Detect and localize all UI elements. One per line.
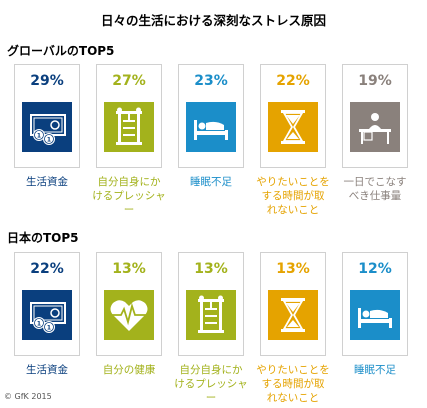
stress-card: 13% <box>260 252 326 356</box>
category-label: 自分自身にか けるプレッシャー <box>174 364 248 404</box>
torture-rack-icon <box>186 290 236 340</box>
stress-card: 22% <box>260 64 326 168</box>
section-title-japan: 日本のTOP5 <box>7 231 79 245</box>
category-label: 睡眠不足 <box>354 364 396 376</box>
category-label: 一日でこなす べき仕事量 <box>343 176 407 202</box>
category-label: 生活資金 <box>26 364 68 376</box>
category-label: 自分自身にか けるプレッシャー <box>92 176 166 216</box>
category-label: 生活資金 <box>26 176 68 188</box>
category-label: やりたいことを する時間が取 れないこと <box>256 176 330 216</box>
money-icon: 1 1 <box>22 290 72 340</box>
percent-label: 12% <box>358 261 392 277</box>
percent-label: 19% <box>358 73 392 89</box>
percent-label: 13% <box>276 261 310 277</box>
category-label: 自分の健康 <box>102 364 156 376</box>
percent-label: 27% <box>112 73 146 89</box>
heartbeat-icon <box>104 290 154 340</box>
stress-card: 23% <box>178 64 244 168</box>
svg-text:1: 1 <box>37 321 41 328</box>
copyright: © GfK 2015 <box>4 392 52 401</box>
percent-label: 13% <box>194 261 228 277</box>
bed-icon <box>350 290 400 340</box>
stress-card: 19% <box>342 64 408 168</box>
percent-label: 23% <box>194 73 228 89</box>
stress-card: 22% 1 1 <box>14 252 80 356</box>
svg-text:1: 1 <box>37 133 41 140</box>
svg-text:1: 1 <box>47 325 51 332</box>
hourglass-icon <box>268 102 318 152</box>
percent-label: 29% <box>30 73 64 89</box>
stress-card: 13% <box>178 252 244 356</box>
section-title-global: グローバルのTOP5 <box>7 44 115 58</box>
hourglass-icon <box>268 290 318 340</box>
svg-text:1: 1 <box>47 137 51 144</box>
percent-label: 22% <box>276 73 310 89</box>
desk-worker-icon <box>350 102 400 152</box>
torture-rack-icon <box>104 102 154 152</box>
percent-label: 22% <box>30 261 64 277</box>
chart-title: 日々の生活における深刻なストレス原因 <box>100 13 326 28</box>
bed-icon <box>186 102 236 152</box>
stress-card: 13% <box>96 252 162 356</box>
stress-card: 12% <box>342 252 408 356</box>
percent-label: 13% <box>112 261 146 277</box>
stress-card: 29% 1 1 <box>14 64 80 168</box>
category-label: 睡眠不足 <box>190 176 232 188</box>
money-icon: 1 1 <box>22 102 72 152</box>
stress-card: 27% <box>96 64 162 168</box>
category-label: やりたいことを する時間が取 れないこと <box>256 364 330 404</box>
